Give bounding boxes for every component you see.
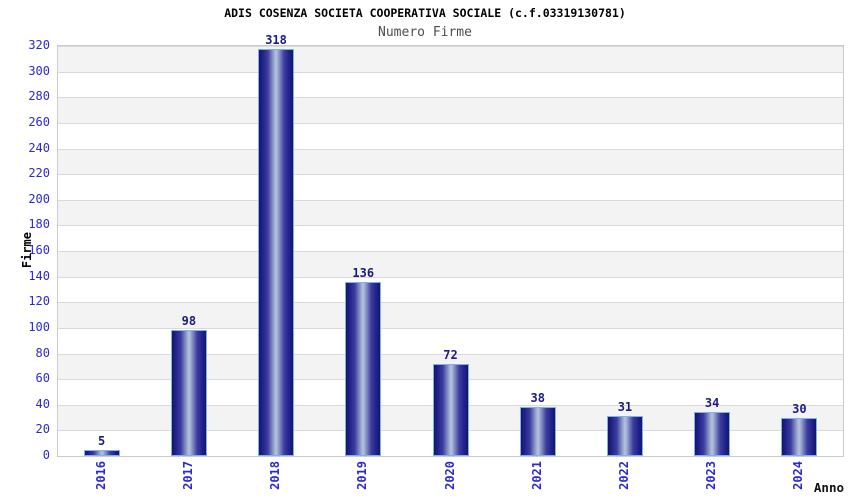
x-tick-label-2024: 2024 (778, 461, 818, 490)
bar-value-label: 31 (617, 400, 633, 415)
x-tick-text: 2023 (704, 461, 719, 490)
y-tick-label: 280 (28, 89, 50, 104)
y-tick-label: 120 (28, 294, 50, 309)
bar-2022 (606, 416, 643, 456)
y-tick-label: 220 (28, 166, 50, 181)
plot-band (58, 97, 843, 123)
bar-value-label: 72 (443, 347, 458, 362)
plot-band (58, 46, 843, 72)
y-tick-label: 20 (35, 422, 50, 437)
x-tick-label-2020: 2020 (430, 461, 470, 490)
x-tick-label-2017: 2017 (168, 461, 208, 490)
plot-band (58, 276, 843, 303)
y-tick-label: 200 (28, 191, 50, 206)
y-tick-label: 320 (28, 38, 50, 52)
x-axis-title: Anno (813, 480, 844, 495)
x-tick-text: 2019 (355, 461, 370, 490)
y-tick-label: 80 (35, 345, 50, 360)
bar-value-label: 38 (530, 391, 545, 406)
bar-2024 (781, 417, 818, 456)
bar-value-label: 34 (704, 396, 720, 411)
bar-2016 (83, 449, 120, 456)
y-tick-label: 140 (28, 268, 50, 283)
x-tick-label-2018: 2018 (255, 461, 295, 490)
bar-2023 (694, 412, 731, 456)
plot-band (58, 174, 843, 200)
y-axis: 0 20 40 60 80 100 120 140 160 180 200 220 240 260 280 3… (0, 38, 50, 462)
y-tick-label: 300 (28, 63, 50, 78)
bar-value-label: 30 (792, 401, 807, 416)
chart-title: ADIS COSENZA SOCIETA COOPERATIVA SOCIALE… (224, 6, 626, 20)
bar-value-label: 136 (352, 265, 375, 280)
plot-band (58, 225, 843, 251)
x-tick-label-2022: 2022 (604, 461, 644, 490)
x-tick-label-2019: 2019 (342, 461, 382, 490)
x-tick-text: 2024 (791, 461, 806, 490)
y-tick-label: 100 (28, 319, 50, 334)
x-tick-label-2016: 2016 (81, 461, 121, 490)
x-axis: 2016 2017 2018 2019 2020 2021 2022 2023 2024 (57, 461, 842, 500)
plot-band (58, 302, 843, 328)
bar-2018 (258, 48, 295, 456)
y-tick-label: 160 (28, 243, 50, 257)
bar-value-label: 98 (181, 314, 197, 329)
y-tick-label: 240 (28, 140, 50, 155)
bar-value-label: 5 (97, 433, 106, 448)
plot-area: 5 98 318 136 72 38 31 34 30 (57, 33, 844, 457)
plot-band (58, 122, 843, 149)
x-tick-text: 2016 (93, 461, 108, 490)
y-tick-label: 0 (42, 448, 50, 462)
y-tick-label: 60 (35, 371, 50, 386)
x-tick-text: 2022 (616, 461, 631, 490)
y-tick-label: 40 (35, 396, 50, 411)
bar-2020 (432, 363, 469, 456)
bar-2017 (170, 330, 207, 456)
chart-subtitle: Numero Firme (378, 25, 472, 40)
y-tick-label: 260 (28, 114, 50, 129)
plot-band (58, 251, 843, 277)
x-tick-label-2023: 2023 (691, 461, 731, 490)
y-tick-label: 180 (28, 217, 50, 232)
plot-band (58, 148, 843, 175)
bar-value-label: 318 (265, 32, 287, 47)
plot-band (58, 199, 843, 226)
plot-band (58, 71, 843, 98)
x-tick-text: 2021 (529, 461, 544, 490)
x-tick-text: 2020 (442, 461, 457, 490)
x-tick-text: 2017 (180, 461, 195, 490)
bar-2021 (519, 407, 556, 456)
x-tick-label-2021: 2021 (517, 461, 557, 490)
bar-2019 (345, 281, 382, 456)
x-tick-text: 2018 (268, 461, 283, 490)
